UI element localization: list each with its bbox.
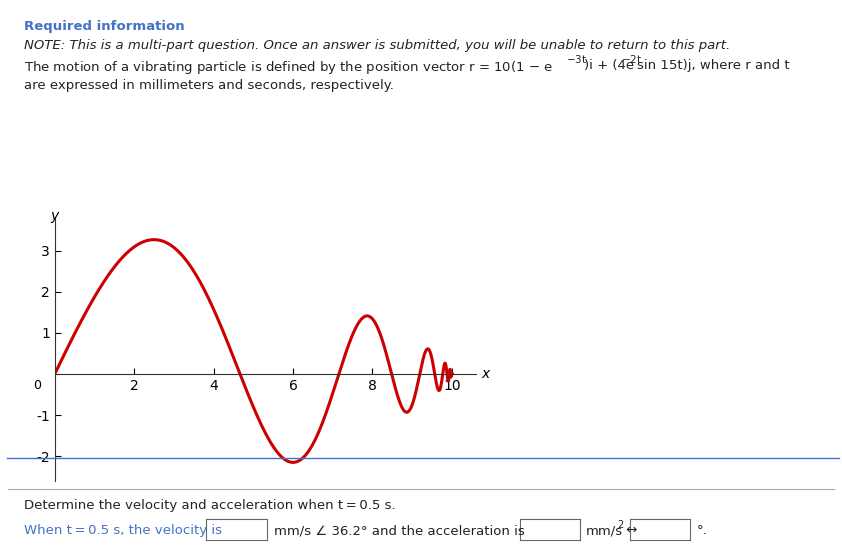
Text: x: x	[482, 367, 490, 381]
Text: When t = 0.5 s, the velocity is: When t = 0.5 s, the velocity is	[24, 524, 221, 537]
Text: $-$2t: $-$2t	[621, 53, 642, 65]
Text: )i + (4e: )i + (4e	[584, 59, 634, 72]
Text: ↔: ↔	[622, 524, 637, 537]
Text: mm/s: mm/s	[586, 524, 623, 537]
Text: 2: 2	[617, 520, 623, 530]
Text: are expressed in millimeters and seconds, respectively.: are expressed in millimeters and seconds…	[24, 79, 393, 92]
Text: 0: 0	[33, 379, 40, 392]
Text: The motion of a vibrating particle is defined by the position vector r = 10(1 $-: The motion of a vibrating particle is de…	[24, 59, 552, 75]
Text: NOTE: This is a multi-part question. Once an answer is submitted, you will be un: NOTE: This is a multi-part question. Onc…	[24, 39, 730, 52]
Text: y: y	[51, 209, 59, 223]
Text: °.: °.	[696, 524, 707, 537]
Text: $-$3t: $-$3t	[566, 53, 587, 65]
Text: Determine the velocity and acceleration when t = 0.5 s.: Determine the velocity and acceleration …	[24, 499, 395, 511]
Text: sin 15t)j, where r and t: sin 15t)j, where r and t	[637, 59, 790, 72]
Text: Required information: Required information	[24, 20, 184, 32]
Text: mm/s ∠ 36.2° and the acceleration is: mm/s ∠ 36.2° and the acceleration is	[274, 524, 525, 537]
